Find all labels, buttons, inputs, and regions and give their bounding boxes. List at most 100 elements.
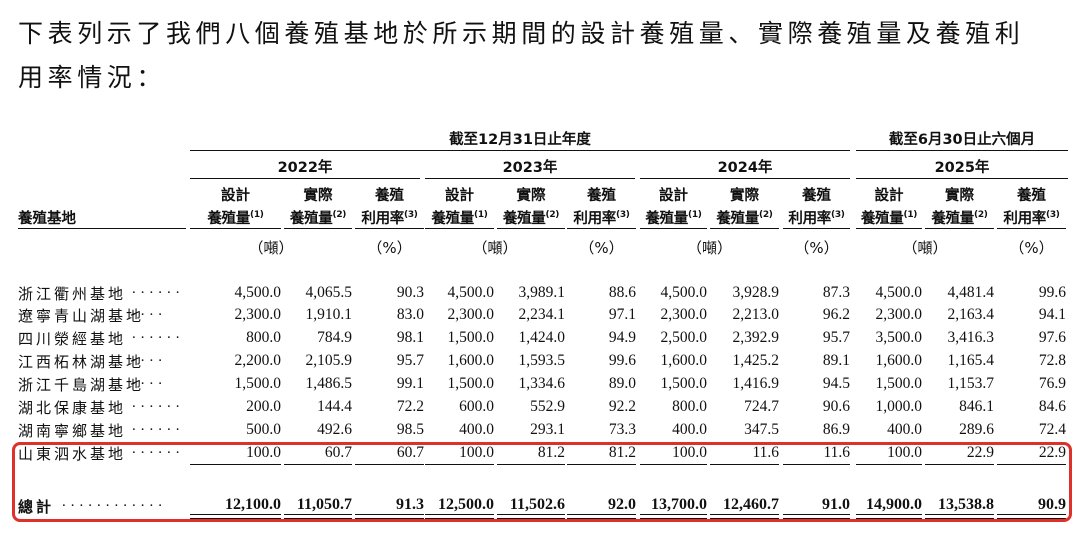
table-cell: 97.6 — [1038, 329, 1066, 346]
total-cell: 11,050.7 — [296, 496, 352, 513]
super-header-six-months: 截至6月30日止六個月 — [888, 132, 1036, 148]
base-name: 山東泗水基地 — [18, 445, 127, 463]
header-underline — [190, 228, 281, 229]
table-cell: 60.7 — [396, 444, 424, 461]
table-cell: 81.2 — [537, 444, 565, 461]
total-cell: 13,700.0 — [651, 496, 707, 513]
table-cell: 97.1 — [608, 306, 636, 323]
total-cell: 12,460.7 — [723, 496, 779, 513]
table-cell: 800.0 — [246, 329, 281, 346]
table-cell: 1,600.0 — [660, 352, 708, 369]
table-cell: 400.0 — [887, 421, 922, 438]
table-cell: 1,334.6 — [518, 375, 566, 392]
table-cell: 1,910.1 — [305, 306, 353, 323]
double-underline — [425, 514, 494, 519]
intro-line-1: 下表列示了我們八個養殖基地於所示期間的設計養殖量、實際養殖量及養殖利 — [18, 19, 1025, 48]
sub-header-util-bottom: 利用率(3) — [1003, 210, 1060, 227]
subtotal-line — [856, 464, 922, 465]
table-cell: 99.6 — [1038, 284, 1066, 301]
table-cell: 1,416.9 — [732, 375, 780, 392]
header-underline — [497, 228, 565, 229]
leader-dots: ...... — [132, 395, 185, 411]
divider-2025 — [856, 178, 1068, 179]
table-cell: 72.4 — [1038, 421, 1066, 438]
table-cell: 2,105.9 — [305, 352, 353, 369]
table-cell: 4,500.0 — [660, 284, 708, 301]
header-underline — [567, 228, 636, 229]
subtotal-line — [190, 464, 281, 465]
double-underline — [856, 514, 922, 519]
sub-header-actual-top: 實際 — [945, 188, 974, 204]
divider-six-months — [856, 150, 1068, 151]
sub-header-actual-bottom: 養殖量(2) — [289, 210, 347, 227]
double-underline — [355, 514, 424, 519]
table-cell: 94.1 — [1038, 306, 1066, 323]
table-cell: 1,500.0 — [447, 329, 495, 346]
sub-header-util-top: 養殖 — [1017, 188, 1046, 204]
sub-header-design-top: 設計 — [445, 188, 474, 204]
sub-header-design-bottom: 養殖量(1) — [431, 210, 488, 227]
header-underline — [640, 228, 707, 229]
footnote-marker: (2) — [974, 210, 988, 221]
leader-dots: .... — [132, 303, 167, 319]
total-label: 總計 — [18, 498, 55, 516]
footnote-marker: (1) — [474, 210, 488, 221]
table-cell: 800.0 — [672, 398, 707, 415]
year-header-2024: 2024年 — [717, 160, 773, 176]
sub-header-util-bottom: 利用率(3) — [788, 210, 845, 227]
header-underline — [284, 228, 352, 229]
table-cell: 1,500.0 — [447, 375, 495, 392]
table-cell: 95.7 — [396, 352, 424, 369]
total-cell: 14,900.0 — [866, 496, 922, 513]
sub-header-actual-bottom: 養殖量(2) — [502, 210, 560, 227]
total-cell: 92.0 — [608, 496, 636, 513]
table-cell: 1,500.0 — [660, 375, 708, 392]
table-cell: 4,065.5 — [305, 284, 353, 301]
leader-dots: ...... — [132, 281, 185, 297]
divider-2023 — [425, 178, 635, 179]
subtotal-line — [497, 464, 565, 465]
unit-percent: （%） — [579, 239, 624, 257]
table-cell: 94.9 — [608, 329, 636, 346]
intro-paragraph: 下表列示了我們八個養殖基地於所示期間的設計養殖量、實際養殖量及養殖利 用率情況： — [18, 12, 1068, 100]
table-cell: 83.0 — [396, 306, 424, 323]
unit-tons: （噸） — [248, 239, 294, 257]
double-underline — [284, 514, 352, 519]
table-cell: 1,000.0 — [875, 398, 923, 415]
table-cell: 1,153.7 — [947, 375, 995, 392]
sub-header-actual-top: 實際 — [516, 188, 546, 204]
table-cell: 293.1 — [530, 421, 565, 438]
table-cell: 72.8 — [1038, 352, 1066, 369]
sub-header-actual-bottom: 養殖量(2) — [716, 210, 773, 227]
table-cell: 99.6 — [608, 352, 636, 369]
table-cell: 1,600.0 — [447, 352, 495, 369]
header-underline — [856, 228, 922, 229]
sub-header-design-top: 設計 — [874, 188, 904, 204]
table-cell: 200.0 — [246, 398, 281, 415]
intro-line-2: 用率情況： — [18, 63, 167, 92]
table-cell: 347.5 — [744, 421, 779, 438]
table-cell: 1,486.5 — [305, 375, 353, 392]
table-cell: 4,481.4 — [947, 284, 995, 301]
year-header-2023: 2023年 — [502, 160, 558, 176]
base-name: 遼寧青山湖基地 — [18, 307, 145, 325]
table-cell: 88.6 — [608, 284, 636, 301]
unit-percent: （%） — [1009, 239, 1054, 257]
double-underline — [567, 514, 636, 519]
table-cell: 22.9 — [966, 444, 994, 461]
table-cell: 4,500.0 — [234, 284, 282, 301]
table-cell: 11.6 — [823, 444, 850, 461]
table-cell: 96.2 — [822, 306, 850, 323]
total-cell: 12,500.0 — [438, 496, 494, 513]
table-cell: 11.6 — [752, 444, 779, 461]
table-cell: 81.2 — [608, 444, 636, 461]
table-cell: 1,593.5 — [518, 352, 566, 369]
base-header-underline — [18, 228, 186, 229]
table-cell: 1,424.0 — [518, 329, 566, 346]
table-cell: 2,213.0 — [732, 306, 780, 323]
leader-dots: ...... — [132, 418, 185, 434]
total-cell: 90.9 — [1038, 496, 1066, 513]
double-underline — [997, 514, 1066, 519]
sub-header-actual-bottom: 養殖量(2) — [931, 210, 988, 227]
subtotal-line — [284, 464, 352, 465]
